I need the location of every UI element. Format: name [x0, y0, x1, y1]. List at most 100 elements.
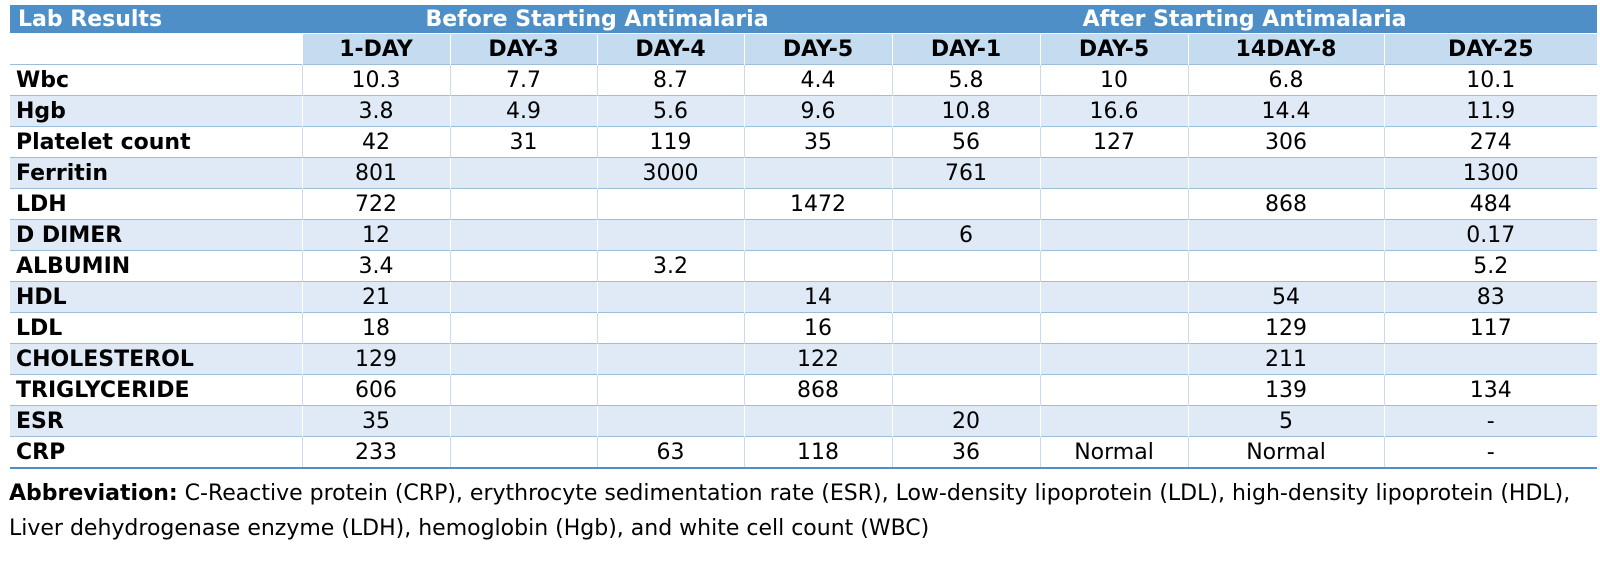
table-cell: 119	[596, 126, 744, 158]
table-cell: 54	[1187, 281, 1385, 313]
table-cell: 274	[1383, 126, 1598, 158]
table-cell: 14.4	[1187, 95, 1385, 127]
header-blank-cell	[10, 33, 302, 65]
table-cell: Normal	[1187, 436, 1385, 469]
table-cell: 139	[1187, 374, 1385, 406]
row-label: Wbc	[10, 64, 302, 96]
table-cell	[891, 188, 1041, 220]
row-label: TRIGLYCERIDE	[10, 374, 302, 406]
table-cell: 134	[1383, 374, 1598, 406]
table-cell	[1039, 405, 1189, 437]
table-cell: 5.6	[596, 95, 744, 127]
table-cell: 10.8	[891, 95, 1041, 127]
table-cell: 801	[301, 157, 450, 189]
table-cell: 1472	[743, 188, 893, 220]
table-cell: 10	[1039, 64, 1189, 96]
table-cell	[891, 374, 1041, 406]
table-row: Ferritin 801 3000 761 1300	[10, 157, 1598, 189]
table-cell: 42	[301, 126, 450, 158]
table-cell: 11.9	[1383, 95, 1598, 127]
row-label: HDL	[10, 281, 302, 313]
table-cell	[596, 281, 744, 313]
table-cell	[596, 405, 744, 437]
day-header: DAY-1	[891, 33, 1041, 65]
day-header-row: 1-DAY DAY-3 DAY-4 DAY-5 DAY-1 DAY-5 14DAY-8 DAY…	[10, 33, 1598, 65]
table-cell: 16	[743, 312, 893, 344]
table-cell	[449, 405, 597, 437]
table-row: HDL 21 14 54 83	[10, 281, 1598, 313]
table-row: Wbc 10.3 7.7 8.7 4.4 5.8 10 6.8 10.1	[10, 64, 1598, 96]
day-header: 14DAY-8	[1187, 33, 1385, 65]
table-cell: 9.6	[743, 95, 893, 127]
table-cell: 10.3	[301, 64, 450, 96]
table-cell	[449, 219, 597, 251]
table-body: Wbc 10.3 7.7 8.7 4.4 5.8 10 6.8 10.1 Hgb 3.8 4.9 5.6…	[10, 64, 1598, 469]
lab-results-header: Lab Results	[10, 5, 302, 34]
table-cell	[1187, 219, 1385, 251]
table-cell	[1039, 188, 1189, 220]
abbreviation-label: Abbreviation:	[9, 481, 178, 506]
table-cell: 5.2	[1383, 250, 1598, 282]
day-header: DAY-3	[449, 33, 597, 65]
table-cell: 16.6	[1039, 95, 1189, 127]
table-cell: -	[1383, 405, 1598, 437]
table-row: CRP 233 63 118 36 Normal Normal -	[10, 436, 1598, 469]
table-cell: 35	[301, 405, 450, 437]
table-cell: 3000	[596, 157, 744, 189]
row-label: D DIMER	[10, 219, 302, 251]
table-cell	[743, 250, 893, 282]
table-cell	[449, 157, 597, 189]
table-cell	[596, 343, 744, 375]
table-cell: 83	[1383, 281, 1598, 313]
day-header: DAY-5	[743, 33, 893, 65]
table-cell: 606	[301, 374, 450, 406]
table-cell	[596, 374, 744, 406]
table-cell: 1300	[1383, 157, 1598, 189]
table-cell	[891, 343, 1041, 375]
row-label: CHOLESTEROL	[10, 343, 302, 375]
before-antimalaria-header: Before Starting Antimalaria	[302, 5, 893, 34]
row-label: ESR	[10, 405, 302, 437]
table-cell: 127	[1039, 126, 1189, 158]
table-cell	[1039, 219, 1189, 251]
table-cell	[743, 157, 893, 189]
table-cell: 868	[1187, 188, 1385, 220]
after-antimalaria-header: After Starting Antimalaria	[892, 5, 1598, 34]
table-cell: 31	[449, 126, 597, 158]
table-cell	[596, 219, 744, 251]
table-cell: -	[1383, 436, 1598, 469]
table-cell	[1039, 374, 1189, 406]
table-cell	[449, 343, 597, 375]
lab-results-table: Lab Results Before Starting Antimalaria …	[10, 5, 1598, 469]
table-cell	[891, 250, 1041, 282]
table-cell: 122	[743, 343, 893, 375]
table-row: ESR 35 20 5-	[10, 405, 1598, 437]
table-cell: 5	[1187, 405, 1385, 437]
table-cell: 35	[743, 126, 893, 158]
table-cell: 211	[1187, 343, 1385, 375]
row-label: LDH	[10, 188, 302, 220]
table-cell	[1039, 157, 1189, 189]
table-cell: 12	[301, 219, 450, 251]
table-cell: 6	[891, 219, 1041, 251]
row-label: ALBUMIN	[10, 250, 302, 282]
table-cell	[449, 250, 597, 282]
table-cell: 233	[301, 436, 450, 469]
table-cell: 10.1	[1383, 64, 1598, 96]
table-cell: 868	[743, 374, 893, 406]
table-cell: 0.17	[1383, 219, 1598, 251]
table-row: LDL 18 16 129 117	[10, 312, 1598, 344]
table-cell	[743, 219, 893, 251]
table-cell	[891, 281, 1041, 313]
table-cell	[449, 188, 597, 220]
table-cell	[1039, 343, 1189, 375]
table-cell: 761	[891, 157, 1041, 189]
table-cell	[1039, 250, 1189, 282]
table-row: Hgb 3.8 4.9 5.6 9.6 10.8 16.6 14.4 11.9	[10, 95, 1598, 127]
table-cell: 18	[301, 312, 450, 344]
table-cell: 36	[891, 436, 1041, 469]
table-cell: 129	[301, 343, 450, 375]
table-cell: 3.2	[596, 250, 744, 282]
table-cell: 117	[1383, 312, 1598, 344]
table-cell: 8.7	[596, 64, 744, 96]
